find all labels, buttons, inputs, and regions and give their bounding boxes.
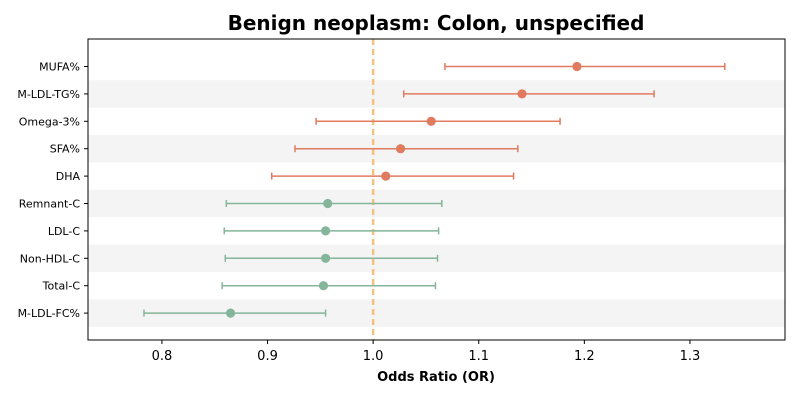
y-tick-label: SFA% (50, 143, 80, 156)
or-point (225, 308, 236, 318)
or-point (381, 171, 391, 181)
forest-row (315, 116, 561, 126)
x-tick-label: 1.0 (363, 349, 384, 364)
or-point (426, 116, 436, 126)
or-point (572, 61, 582, 72)
forest-row (271, 171, 515, 181)
forest-row (294, 144, 519, 154)
y-tick-label: Non-HDL-C (20, 252, 81, 265)
or-point (517, 89, 527, 99)
forest-row (221, 281, 437, 291)
or-point (318, 281, 329, 291)
y-tick-label: LDL-C (48, 225, 81, 238)
forest-row (403, 89, 655, 99)
x-axis-label: Odds Ratio (OR) (377, 370, 495, 385)
y-tick-label: Total-C (42, 280, 81, 293)
y-tick-label: M-LDL-FC% (18, 307, 80, 320)
or-point (395, 144, 406, 154)
or-point (323, 198, 333, 209)
plot-frame (87, 38, 786, 341)
forest-row (224, 253, 439, 263)
x-tick-label: 1.3 (680, 349, 701, 364)
x-tick-label: 0.9 (257, 349, 278, 364)
or-point (321, 253, 331, 263)
x-tick-label: 1.1 (468, 349, 489, 364)
y-tick-label: Omega-3% (19, 115, 80, 128)
y-tick-label: MUFA% (39, 61, 80, 74)
forest-row (143, 308, 327, 318)
forest-row (223, 226, 440, 236)
or-point (321, 226, 331, 236)
forest-row (444, 61, 726, 72)
forest-row (225, 198, 443, 209)
y-axis: MUFA% M-LDL-TG% Omega-3% SFA% DHA Remnant-C LD… (17, 61, 88, 320)
forest-rows (143, 61, 726, 318)
y-tick-label: Remnant-C (19, 198, 81, 211)
x-tick-label: 1.2 (574, 349, 595, 364)
chart-title: Benign neoplasm: Colon, unspecified (228, 11, 645, 35)
y-tick-label: M-LDL-TG% (17, 88, 80, 101)
y-tick-label: DHA (56, 170, 81, 183)
x-tick-label: 0.8 (152, 349, 173, 364)
x-axis: 0.8 0.9 1.0 1.1 1.2 1.3 (152, 340, 701, 364)
